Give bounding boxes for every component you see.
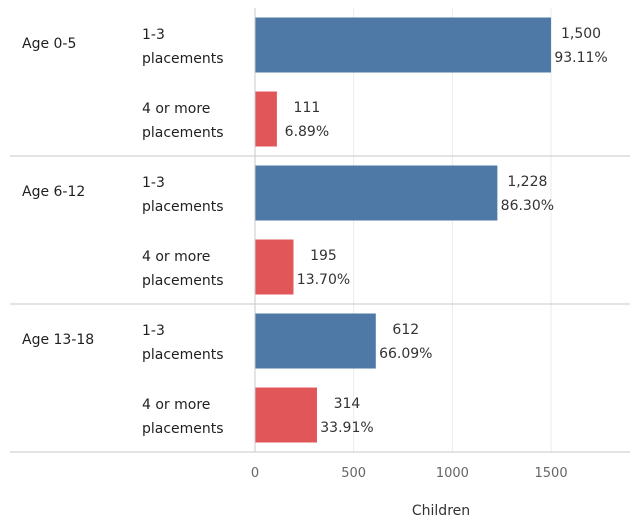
bar bbox=[255, 239, 294, 295]
x-tick-label: 0 bbox=[251, 466, 259, 481]
row-header-label: Age 6-12 bbox=[22, 184, 85, 200]
bars bbox=[255, 17, 552, 443]
bar-value-label: 111 bbox=[294, 100, 321, 116]
bar-category-label: 4 or more placements bbox=[142, 249, 224, 289]
bar bbox=[255, 387, 317, 443]
x-axis-title: Children bbox=[412, 503, 470, 519]
bar-category-label: 1-3 placements bbox=[142, 27, 224, 67]
bar-category-label: 1-3 placements bbox=[142, 323, 224, 363]
bar bbox=[255, 17, 552, 73]
bar bbox=[255, 91, 277, 147]
bar-category-label: 4 or more placements bbox=[142, 101, 224, 141]
bar-value-label: 314 bbox=[334, 396, 361, 412]
bar-percent-label: 13.70% bbox=[297, 272, 350, 288]
bar-value-label: 1,228 bbox=[507, 174, 547, 190]
gridlines bbox=[353, 8, 552, 452]
bar bbox=[255, 313, 376, 369]
x-tick-label: 500 bbox=[341, 466, 366, 481]
bar-value-label: 195 bbox=[310, 248, 337, 264]
x-tick-label: 1000 bbox=[436, 466, 469, 481]
x-axis: Children 0 500 1000 1500 bbox=[10, 8, 630, 519]
bar bbox=[255, 165, 498, 221]
bar-category-label: 1-3 placements bbox=[142, 175, 224, 215]
row-separators bbox=[10, 155, 630, 305]
row-header-label: Age 0-5 bbox=[22, 36, 76, 52]
bar-percent-label: 66.09% bbox=[379, 346, 432, 362]
bar-percent-label: 33.91% bbox=[320, 420, 373, 436]
row-header-label: Age 13-18 bbox=[22, 332, 94, 348]
x-tick-label: 1500 bbox=[535, 466, 568, 481]
bar-category-label: 4 or more placements bbox=[142, 397, 224, 437]
bar-percent-label: 6.89% bbox=[285, 124, 329, 140]
bar-value-label: 1,500 bbox=[561, 26, 601, 42]
bar-value-label: 612 bbox=[392, 322, 419, 338]
labels: Age 0-5 1-3 placements 1,500 93.11% 4 or more… bbox=[22, 26, 608, 437]
bar-percent-label: 93.11% bbox=[554, 50, 607, 66]
bar-percent-label: 86.30% bbox=[501, 198, 554, 214]
